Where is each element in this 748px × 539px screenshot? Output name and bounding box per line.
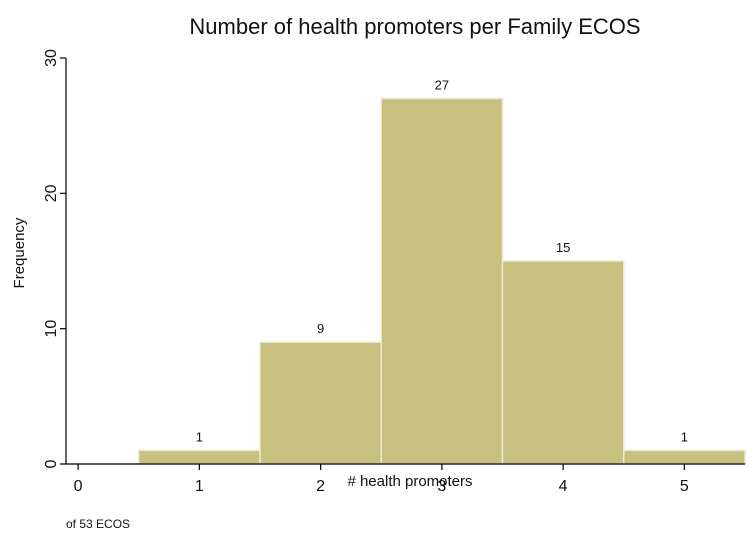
bar-3 — [380, 97, 504, 465]
bars-group — [138, 97, 746, 465]
bar-value-label-5: 1 — [681, 429, 688, 444]
bar-labels-group: 1 9 27 15 1 — [196, 78, 688, 445]
x-axis-label: # health promoters — [347, 473, 472, 490]
x-tick-label-2: 2 — [316, 478, 325, 495]
x-ticks-group: 0 1 2 3 4 5 — [74, 464, 689, 495]
chart-note: of 53 ECOS — [66, 517, 130, 531]
bar-value-label-3: 27 — [435, 78, 449, 93]
bar-value-label-2: 9 — [317, 321, 324, 336]
x-tick-label-1: 1 — [195, 478, 204, 495]
x-tick-label-4: 4 — [559, 478, 568, 495]
bar-value-label-1: 1 — [196, 429, 203, 444]
bar-1 — [138, 449, 261, 465]
y-tick-label-0: 0 — [43, 459, 60, 468]
bar-5 — [623, 449, 746, 465]
bar-4 — [501, 260, 625, 465]
y-tick-label-10: 10 — [43, 320, 60, 338]
chart-title: Number of health promoters per Family EC… — [189, 14, 640, 39]
x-tick-label-0: 0 — [74, 478, 83, 495]
bar-2 — [259, 341, 382, 465]
y-ticks-group: 0 10 20 30 — [43, 49, 66, 468]
y-tick-label-30: 30 — [43, 49, 60, 67]
bar-value-label-4: 15 — [556, 240, 570, 255]
y-tick-label-20: 20 — [43, 184, 60, 202]
x-tick-label-5: 5 — [680, 478, 689, 495]
x-tick-label-3: 3 — [437, 478, 446, 495]
y-axis-label: Frequency — [11, 217, 28, 288]
